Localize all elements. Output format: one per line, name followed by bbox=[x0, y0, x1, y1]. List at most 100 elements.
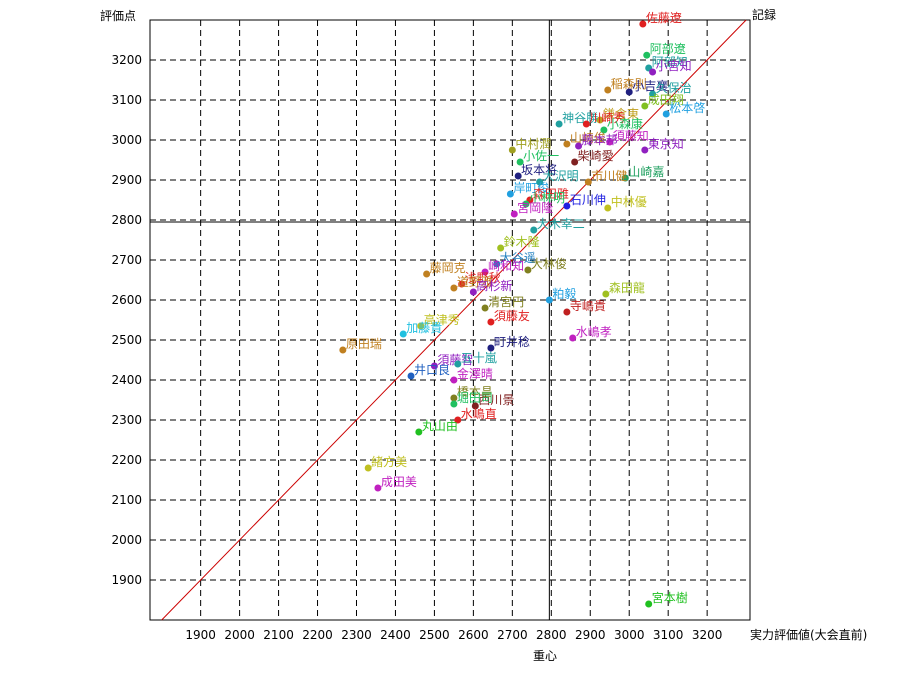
data-point-label: 道野雅 bbox=[457, 274, 493, 289]
data-point-label: 大沢明 bbox=[543, 169, 579, 183]
y-tick-label: 2700 bbox=[111, 253, 142, 267]
x-tick-label: 2800 bbox=[536, 628, 567, 642]
data-point-label: 丸山由 bbox=[422, 419, 458, 433]
x-tick-label: 2400 bbox=[380, 628, 411, 642]
y-tick-label: 2200 bbox=[111, 453, 142, 467]
data-point-label: 宮岡隆 bbox=[517, 200, 553, 215]
data-point-label: 川崎秀 bbox=[589, 111, 625, 125]
data-point-label: 清宮円 bbox=[488, 294, 524, 309]
data-point-label: 加藤貴 bbox=[406, 321, 442, 335]
y-axis-title: 評価点 bbox=[100, 8, 136, 23]
data-point bbox=[510, 210, 518, 218]
data-point bbox=[563, 140, 571, 148]
data-point-label: 山崎嘉 bbox=[628, 165, 664, 179]
data-point-label: 水嶋孝 bbox=[576, 325, 612, 339]
y-tick-label: 3200 bbox=[111, 53, 142, 67]
data-point bbox=[536, 178, 544, 186]
data-point-label: 宮本樹 bbox=[652, 590, 688, 605]
data-point bbox=[516, 158, 524, 166]
data-point bbox=[506, 190, 514, 198]
data-point bbox=[493, 260, 501, 268]
data-point bbox=[555, 120, 563, 128]
y-tick-label: 2000 bbox=[111, 533, 142, 547]
data-point bbox=[641, 146, 649, 154]
data-point-label: 井口良 bbox=[414, 362, 450, 377]
y-tick-label: 1900 bbox=[111, 573, 142, 587]
data-point bbox=[563, 202, 571, 210]
data-point bbox=[524, 266, 532, 274]
data-point bbox=[649, 90, 657, 98]
data-point-label: 大木幸二 bbox=[537, 217, 585, 231]
data-point-label: 橋本昌 bbox=[457, 385, 493, 399]
data-point-label: 浅野秋 bbox=[465, 271, 501, 285]
data-point bbox=[458, 280, 466, 288]
data-point-label: 森田雅 bbox=[533, 186, 569, 201]
data-point bbox=[450, 400, 458, 408]
axis-ticks: 1900 2000 2100 2200 2300 2400 2500 2600 2700 2800… bbox=[111, 53, 722, 642]
data-point-label: 松本啓 bbox=[669, 100, 705, 115]
x-tick-label: 3100 bbox=[653, 628, 684, 642]
data-point bbox=[641, 102, 649, 110]
data-point bbox=[415, 428, 423, 436]
plot-frame bbox=[149, 19, 751, 621]
data-point-label: 須藤知 bbox=[613, 129, 649, 143]
data-point bbox=[450, 376, 458, 384]
data-point-label: 緒方美 bbox=[371, 454, 407, 469]
data-point bbox=[454, 416, 462, 424]
data-point bbox=[481, 268, 489, 276]
grid-lines bbox=[150, 20, 750, 620]
data-point bbox=[604, 86, 612, 94]
y-tick-label: 2600 bbox=[111, 293, 142, 307]
data-point-label: 小佐一 bbox=[523, 149, 559, 163]
x-tick-label: 1900 bbox=[185, 628, 216, 642]
data-point bbox=[604, 204, 612, 212]
data-point bbox=[450, 284, 458, 292]
data-point bbox=[522, 200, 530, 208]
data-point-label: 高杉新 bbox=[476, 278, 512, 293]
data-point-label: 五十嵐 bbox=[461, 351, 497, 365]
data-point-label: 須藤友 bbox=[494, 309, 530, 323]
x-tick-label: 2300 bbox=[341, 628, 372, 642]
reference-diagonal-line bbox=[161, 19, 747, 621]
data-point-label: 鈴木隆 bbox=[504, 234, 540, 249]
data-point-label: 市川健 bbox=[591, 168, 627, 183]
x-tick-label: 3000 bbox=[614, 628, 645, 642]
x-tick-label: 2700 bbox=[497, 628, 528, 642]
data-point-label: 粕毅 bbox=[552, 286, 576, 301]
data-point bbox=[582, 120, 590, 128]
diagonal-label: 記録 bbox=[752, 7, 776, 22]
data-point-label: 柴崎愛 bbox=[578, 149, 614, 163]
data-point-label: 神谷勝 bbox=[562, 110, 598, 125]
data-point bbox=[645, 600, 653, 608]
data-point bbox=[423, 270, 431, 278]
data-point-label: 金澤晴 bbox=[457, 366, 493, 381]
data-point bbox=[339, 346, 347, 354]
data-point-label: 寺嶋貴 bbox=[570, 299, 606, 313]
data-point bbox=[649, 68, 657, 76]
data-point-label: 中林優 bbox=[611, 194, 647, 209]
data-point-label: 森田龍 bbox=[609, 280, 645, 295]
data-point-label: 小宮知 bbox=[656, 58, 692, 73]
data-point bbox=[407, 372, 415, 380]
data-point-label: 高津秀 bbox=[424, 312, 460, 327]
x-axis-title: 実力評価値(大会直前) bbox=[750, 627, 867, 642]
data-point-label: 須藤智 bbox=[437, 352, 473, 367]
data-point bbox=[508, 146, 516, 154]
data-point-label: 佐藤遼 bbox=[646, 11, 682, 25]
data-point bbox=[487, 344, 495, 352]
x-tick-label: 3200 bbox=[692, 628, 723, 642]
y-tick-label: 2500 bbox=[111, 333, 142, 347]
data-point bbox=[575, 142, 583, 150]
data-point bbox=[364, 464, 372, 472]
data-point bbox=[430, 362, 438, 370]
y-tick-label: 3000 bbox=[111, 133, 142, 147]
y-tick-label: 3100 bbox=[111, 93, 142, 107]
data-point-label: 成田美 bbox=[381, 475, 417, 489]
x-tick-label: 2600 bbox=[458, 628, 489, 642]
y-tick-label: 2800 bbox=[111, 213, 142, 227]
data-point bbox=[600, 126, 608, 134]
data-point bbox=[625, 88, 633, 96]
data-point bbox=[399, 330, 407, 338]
data-point bbox=[530, 226, 538, 234]
centroid-label: 重心 bbox=[533, 649, 557, 663]
